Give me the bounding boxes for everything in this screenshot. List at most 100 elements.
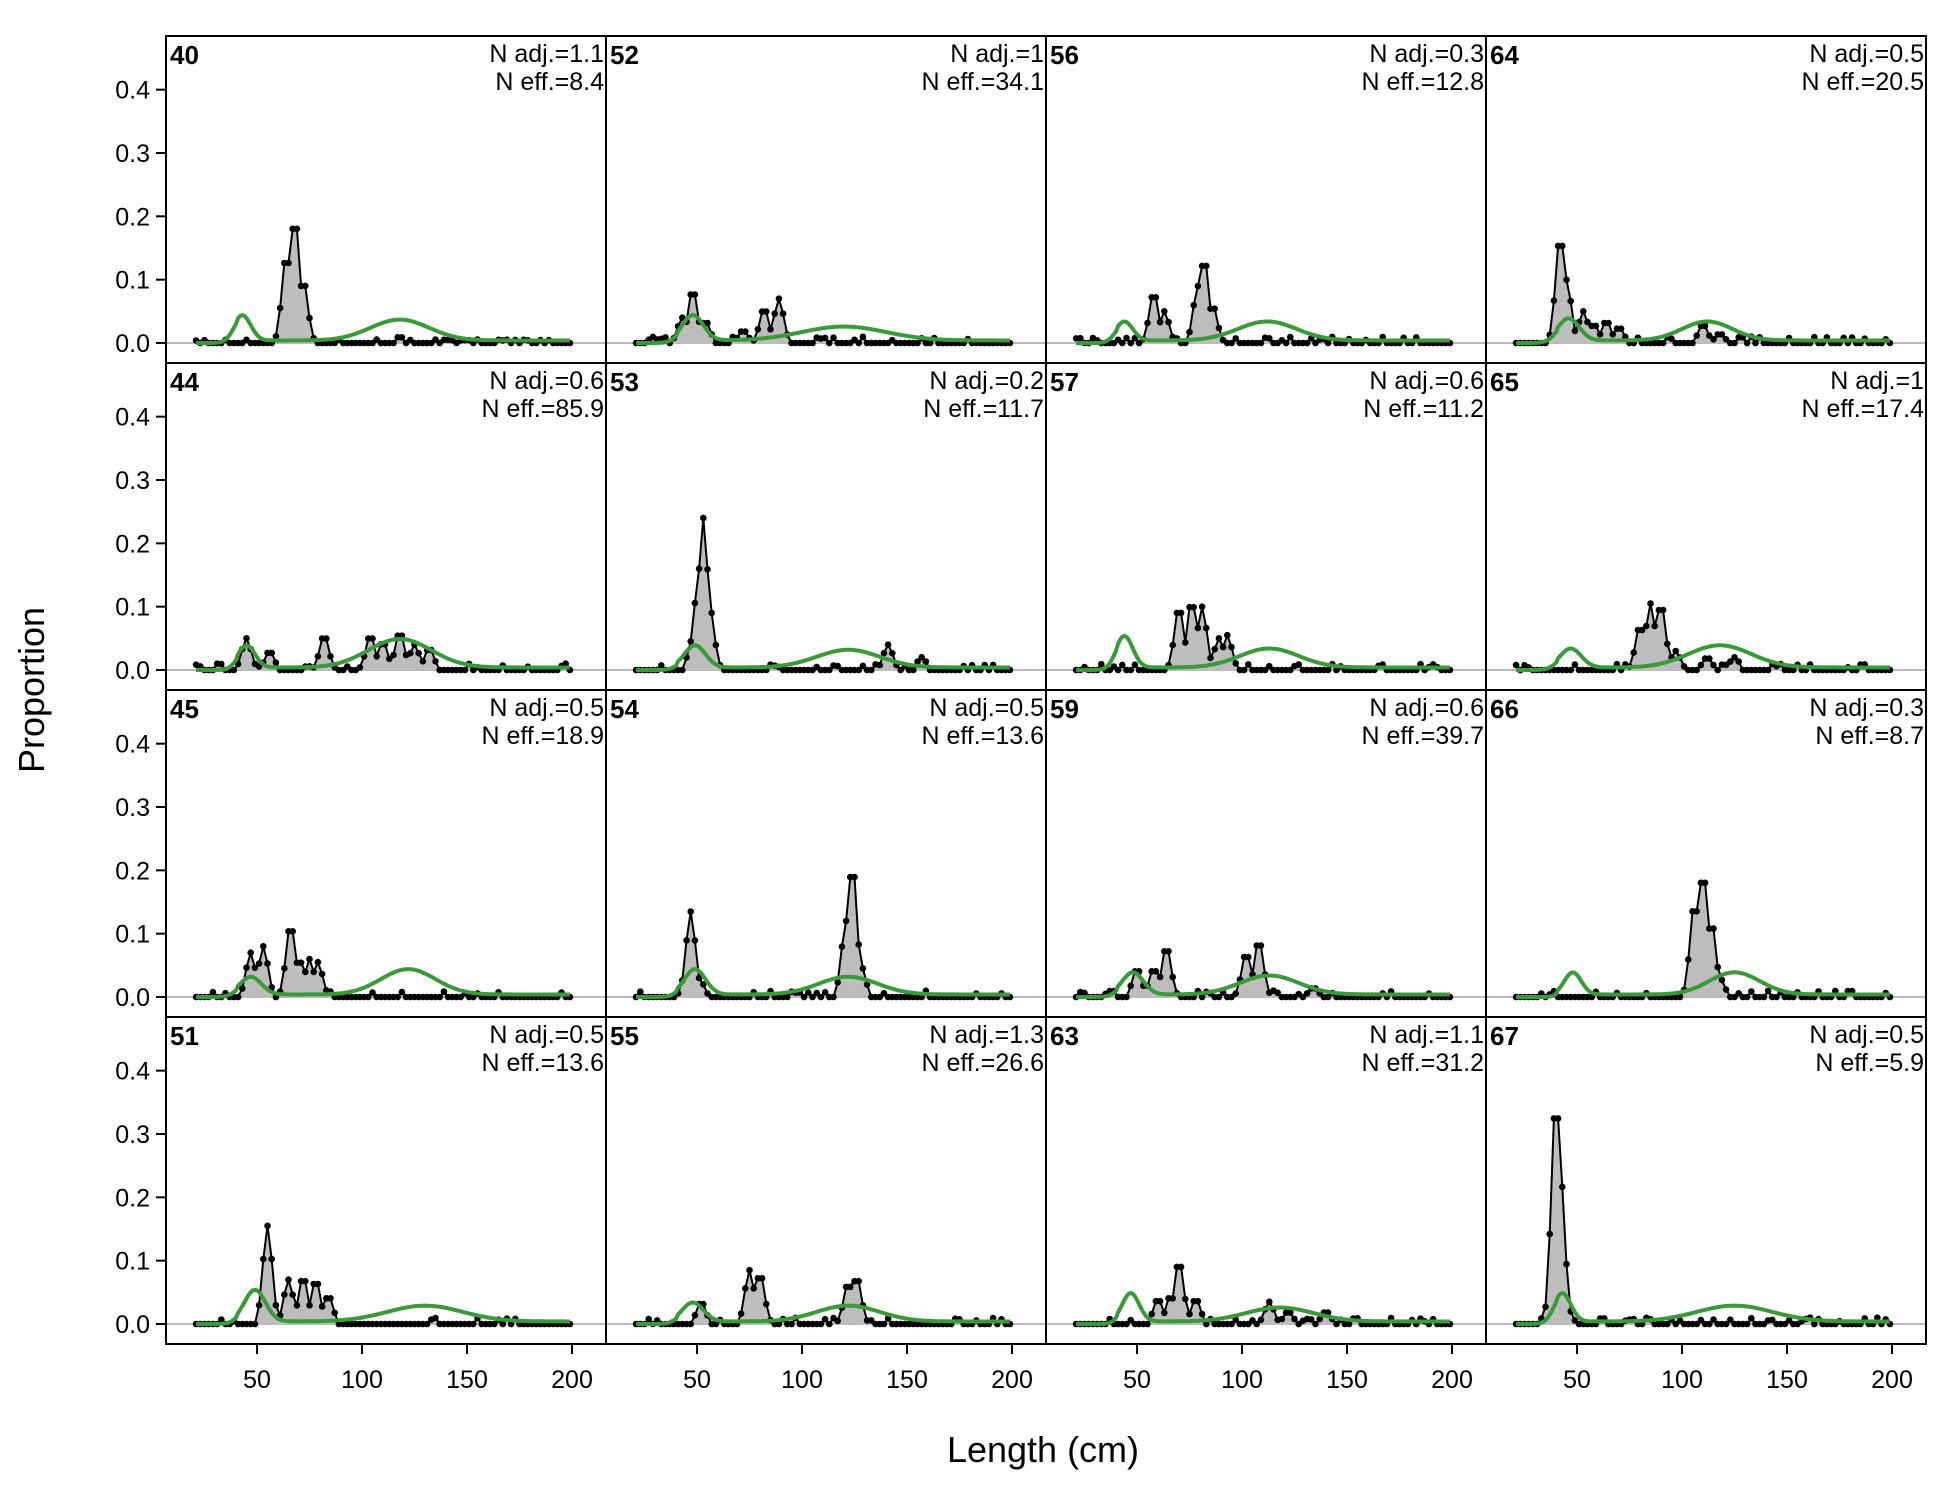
observed-point: [1676, 993, 1684, 1001]
observed-point: [247, 949, 254, 956]
panel-label: 56: [1050, 40, 1079, 70]
observed-point: [1207, 654, 1214, 662]
observed-point: [1563, 276, 1570, 284]
observed-point: [302, 1277, 309, 1285]
observed-point: [1571, 661, 1579, 668]
observed-point: [1287, 333, 1294, 341]
observed-point: [1659, 606, 1667, 614]
expected-line: [196, 312, 570, 345]
n-adj-label: N adj.=0.3: [1369, 40, 1484, 68]
observed-point: [1224, 631, 1231, 639]
observed-point: [1245, 953, 1252, 961]
observed-point: [1693, 908, 1700, 915]
panel-label: 45: [170, 694, 199, 724]
observed-point: [1811, 1320, 1818, 1328]
observed-point: [830, 334, 837, 342]
observed-point: [821, 1315, 829, 1323]
observed-point: [767, 326, 774, 333]
observed-point: [1169, 1295, 1176, 1302]
observed-point: [318, 970, 326, 978]
observed-point: [1211, 645, 1218, 653]
observed-point: [1630, 649, 1637, 656]
panel-57: 57 N adj.=0.6N eff.=11.2: [1045, 362, 1487, 691]
observed-point: [1198, 1310, 1206, 1318]
observed-point: [1743, 339, 1751, 347]
observed-point: [1077, 334, 1084, 342]
observed-point: [281, 965, 288, 972]
observed-point: [1287, 1309, 1294, 1316]
observed-point: [314, 1280, 322, 1288]
observed-point: [1764, 987, 1772, 995]
observed-point: [1228, 643, 1235, 651]
expected-line: [1516, 643, 1890, 672]
observed-point: [1743, 1320, 1751, 1328]
observed-point: [1638, 626, 1646, 634]
observed-point: [386, 655, 393, 663]
n-eff-label: N eff.=20.5: [1801, 68, 1924, 96]
observed-point: [704, 319, 711, 327]
observed-point: [1177, 609, 1185, 617]
observed-point: [1592, 322, 1600, 330]
y-tick-label: 0.3: [115, 467, 150, 495]
observed-point: [1203, 624, 1210, 632]
observed-area: [196, 1225, 570, 1324]
panel-grid: 40 N adj.=1.1N eff.=8.444 N adj.=0.6N eff.…: [165, 35, 1927, 1345]
panel-59: 59 N adj.=0.6N eff.=39.7: [1045, 689, 1487, 1018]
observed-point: [1144, 319, 1151, 327]
observed-point: [855, 339, 862, 347]
observed-point: [838, 943, 846, 950]
observed-point: [1559, 242, 1566, 250]
observed-point: [813, 989, 820, 997]
observed-point: [1685, 956, 1692, 963]
observed-point: [264, 960, 271, 967]
observed-point: [876, 661, 883, 669]
observed-point: [1190, 302, 1197, 309]
n-eff-label: N eff.=34.1: [921, 68, 1044, 96]
observed-point: [855, 1277, 862, 1285]
y-tick-label: 0.0: [115, 984, 150, 1012]
observed-point: [234, 993, 242, 1001]
expected-line: [1516, 1290, 1890, 1326]
observed-point: [1790, 993, 1797, 1001]
observed-point: [1571, 327, 1579, 335]
n-eff-label: N eff.=13.6: [481, 1049, 604, 1077]
panel-51: 51 N adj.=0.5N eff.=13.6: [165, 1016, 607, 1345]
observed-point: [1198, 603, 1206, 610]
observed-point: [1664, 1320, 1671, 1328]
x-tick-label: 150: [886, 1366, 928, 1394]
n-adj-label: N adj.=1.1: [1369, 1021, 1484, 1049]
panel-55: 55 N adj.=1.3N eff.=26.6: [605, 1016, 1047, 1345]
observed-point: [1127, 982, 1134, 990]
observed-point: [1194, 1297, 1202, 1305]
observed-point: [1152, 968, 1160, 975]
observed-point: [637, 988, 644, 995]
observed-point: [461, 666, 469, 674]
observed-point: [218, 660, 225, 668]
observed-point: [1194, 624, 1202, 632]
y-tick-label: 0.2: [115, 203, 150, 231]
observed-point: [251, 964, 259, 971]
observed-point: [491, 1320, 498, 1328]
observed-point: [1257, 1316, 1265, 1324]
observed-point: [310, 968, 318, 976]
observed-point: [742, 328, 749, 335]
observed-point: [1672, 647, 1679, 655]
observed-point: [1119, 339, 1126, 347]
observed-point: [1278, 1315, 1286, 1323]
observed-point: [243, 964, 250, 971]
observed-point: [1567, 666, 1574, 674]
observed-point: [323, 635, 330, 642]
x-tick-label: 50: [1563, 1366, 1591, 1394]
observed-point: [365, 993, 372, 1001]
observed-point: [658, 662, 665, 669]
observed-line: [1516, 1117, 1891, 1326]
observed-point: [1161, 308, 1168, 315]
observed-point: [691, 291, 699, 298]
observed-point: [1182, 1295, 1189, 1303]
observed-point: [1752, 339, 1759, 347]
observed-point: [1148, 1310, 1155, 1318]
observed-point: [775, 1320, 783, 1328]
n-eff-label: N eff.=5.9: [1815, 1049, 1924, 1077]
observed-point: [868, 666, 875, 674]
observed-point: [1567, 297, 1574, 305]
